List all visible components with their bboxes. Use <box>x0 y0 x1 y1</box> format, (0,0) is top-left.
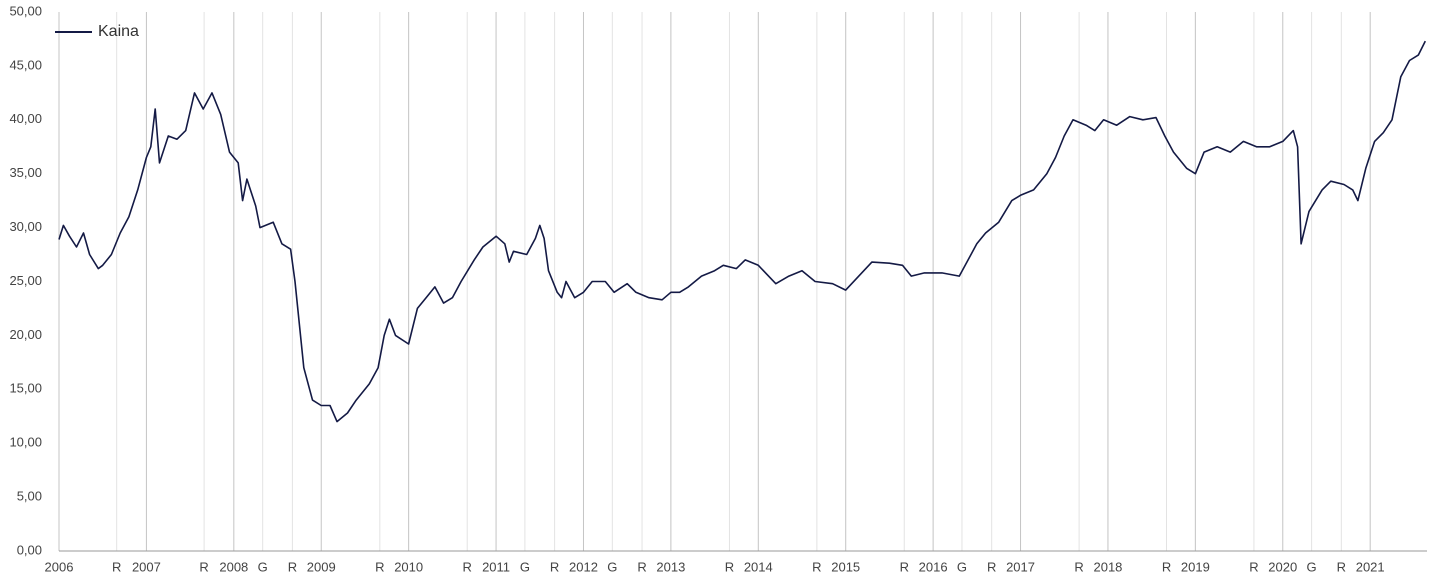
x-tick-label: G <box>1307 559 1317 574</box>
x-tick-label: G <box>607 559 617 574</box>
x-tick-label: R <box>812 559 821 574</box>
x-tick-label: 2011 <box>482 559 510 574</box>
x-tick-label: 2016 <box>919 559 948 574</box>
x-tick-label: R <box>1337 559 1346 574</box>
y-tick-label: 30,00 <box>9 219 42 234</box>
x-tick-label: 2020 <box>1268 559 1297 574</box>
x-tick-label: R <box>550 559 559 574</box>
y-tick-label: 50,00 <box>9 3 42 18</box>
y-tick-label: 35,00 <box>9 165 42 180</box>
x-tick-label: G <box>520 559 530 574</box>
y-tick-label: 15,00 <box>9 381 42 396</box>
y-tick-label: 10,00 <box>9 435 42 450</box>
y-tick-label: 20,00 <box>9 327 42 342</box>
y-tick-label: 0,00 <box>17 542 42 557</box>
price-line <box>58 40 1427 423</box>
x-tick-label: 2018 <box>1093 559 1122 574</box>
x-tick-label: R <box>112 559 121 574</box>
x-tick-label: R <box>199 559 208 574</box>
x-tick-label: 2010 <box>394 559 423 574</box>
x-tick-label: 2013 <box>656 559 685 574</box>
x-tick-label: R <box>900 559 909 574</box>
x-tick-label: 2017 <box>1006 559 1035 574</box>
x-tick-label: R <box>1162 559 1171 574</box>
x-tick-label: 2014 <box>744 559 773 574</box>
y-tick-label: 40,00 <box>9 111 42 126</box>
x-tick-label: R <box>1074 559 1083 574</box>
y-tick-label: 25,00 <box>9 273 42 288</box>
x-tick-label: 2021 <box>1356 559 1385 574</box>
x-tick-label: R <box>463 559 472 574</box>
x-tick-label: R <box>987 559 996 574</box>
x-tick-label: 2007 <box>132 559 161 574</box>
x-tick-label: 2015 <box>831 559 860 574</box>
x-tick-label: R <box>288 559 297 574</box>
x-tick-label: R <box>375 559 384 574</box>
x-tick-label: R <box>725 559 734 574</box>
x-tick-label: G <box>957 559 967 574</box>
x-tick-label: R <box>637 559 646 574</box>
x-tick-label: 2006 <box>45 559 74 574</box>
legend-text: Kaina <box>98 23 139 40</box>
x-tick-label: 2019 <box>1181 559 1210 574</box>
x-tick-label: 2009 <box>307 559 336 574</box>
x-tick-label: 2008 <box>219 559 248 574</box>
y-tick-label: 45,00 <box>9 57 42 72</box>
y-tick-label: 5,00 <box>17 489 42 504</box>
x-tick-label: R <box>1249 559 1258 574</box>
x-tick-label: G <box>258 559 268 574</box>
x-tick-label: 2012 <box>569 559 598 574</box>
